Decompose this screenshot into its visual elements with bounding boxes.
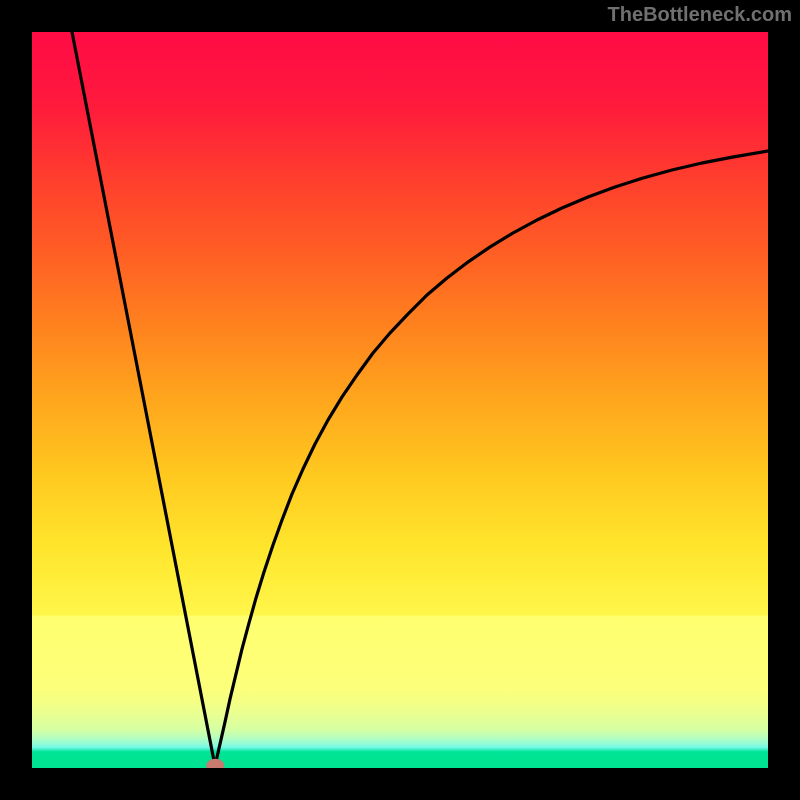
curve-left-branch xyxy=(72,32,215,766)
plot-area xyxy=(32,32,768,768)
min-point-marker xyxy=(206,759,224,768)
curve-right-branch xyxy=(215,151,768,766)
watermark-text: TheBottleneck.com xyxy=(608,4,792,27)
curve-layer xyxy=(32,32,768,768)
chart-container: TheBottleneck.com xyxy=(0,0,800,800)
